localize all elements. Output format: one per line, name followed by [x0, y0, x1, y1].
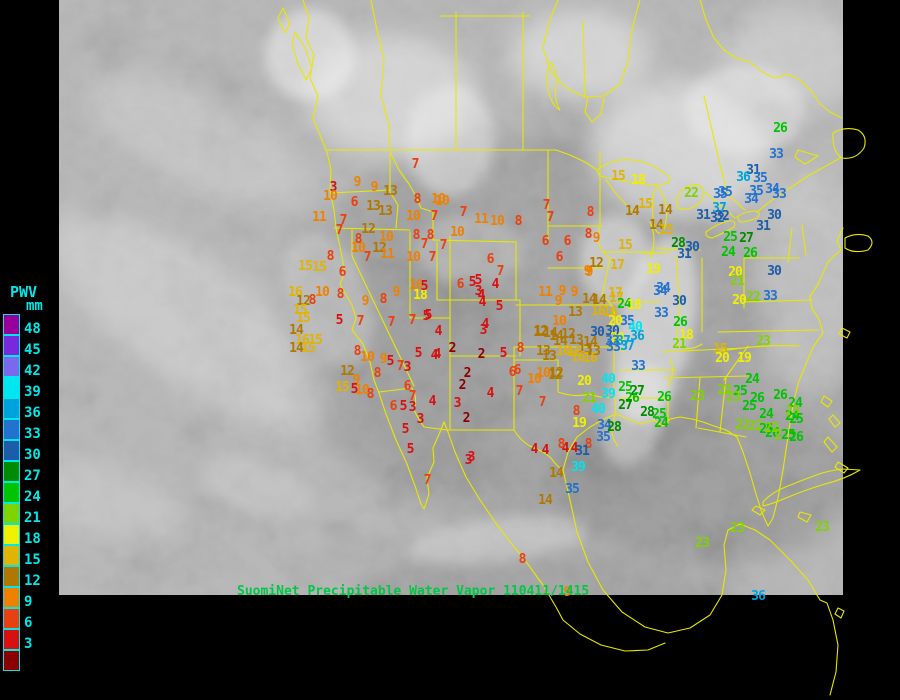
legend-swatch [3, 440, 20, 461]
legend-swatch [3, 524, 20, 545]
legend-label: 6 [24, 615, 33, 631]
legend-entry: 6 [3, 608, 59, 631]
legend-entry: 33 [3, 419, 59, 442]
legend-entry: 18 [3, 524, 59, 547]
legend-entry: 30 [3, 440, 59, 463]
legend-swatch [3, 314, 20, 335]
legend-entry: 15 [3, 545, 59, 568]
legend-entry: 48 [3, 314, 59, 337]
legend-label: 21 [24, 510, 41, 526]
legend-swatch [3, 461, 20, 482]
legend-swatch [3, 356, 20, 377]
legend-entry: 39 [3, 377, 59, 400]
legend-swatch [3, 503, 20, 524]
legend-swatch [3, 566, 20, 587]
legend-entry: 42 [3, 356, 59, 379]
legend-entry: 9 [3, 587, 59, 610]
legend-label: 15 [24, 552, 41, 568]
legend-entry: 45 [3, 335, 59, 358]
legend-label: 24 [24, 489, 41, 505]
legend-label: 30 [24, 447, 41, 463]
legend-scale: 48 45 42 39 36 33 30 27 24 21 18 15 12 9 6 3 [3, 314, 59, 671]
legend-label: 45 [24, 342, 41, 358]
legend-label: 39 [24, 384, 41, 400]
legend-label: 48 [24, 321, 41, 337]
map-caption: SuomiNet Precipitable Water Vapor 110411… [237, 584, 590, 599]
legend-entry: 36 [3, 398, 59, 421]
legend-swatch [3, 545, 20, 566]
legend-entry [3, 650, 59, 671]
legend-swatch [3, 398, 20, 419]
legend-label: 27 [24, 468, 41, 484]
legend-entry: 27 [3, 461, 59, 484]
legend-entry: 24 [3, 482, 59, 505]
satellite-imagery [59, 0, 843, 595]
legend-label: 12 [24, 573, 41, 589]
legend-label: 42 [24, 363, 41, 379]
legend-unit: mm [26, 298, 43, 314]
legend-entry: 21 [3, 503, 59, 526]
legend-label: 36 [24, 405, 41, 421]
legend-title: PWV [10, 283, 38, 301]
legend-swatch [3, 587, 20, 608]
legend-label: 33 [24, 426, 41, 442]
legend-label: 3 [24, 636, 33, 652]
pwv-legend: PWV mm 48 45 42 39 36 33 30 27 24 21 18 15 12 9 6 3 [3, 285, 59, 671]
legend-swatch [3, 419, 20, 440]
legend-swatch [3, 335, 20, 356]
legend-entry: 12 [3, 566, 59, 589]
legend-entry: 3 [3, 629, 59, 652]
legend-label: 9 [24, 594, 33, 610]
legend-swatch [3, 608, 20, 629]
legend-label: 18 [24, 531, 41, 547]
legend-swatch [3, 650, 20, 671]
legend-swatch [3, 629, 20, 650]
map-borders [277, 0, 873, 696]
legend-swatch [3, 482, 20, 503]
legend-swatch [3, 377, 20, 398]
